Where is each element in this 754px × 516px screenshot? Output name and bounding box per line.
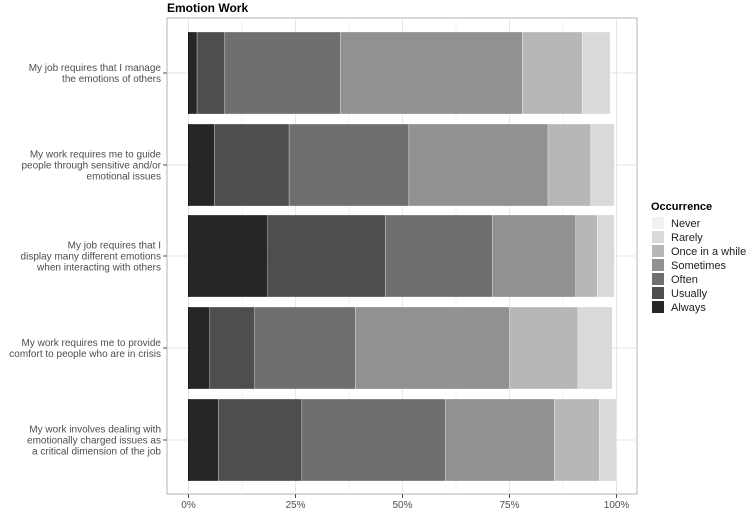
bar-segment-often (301, 398, 446, 482)
bar-segment-always (188, 31, 198, 115)
y-tick-label: emotional issues (87, 172, 161, 183)
x-tick-label: 50% (392, 500, 412, 511)
chart-title: Emotion Work (167, 1, 248, 15)
legend-key-sometimes (652, 259, 664, 271)
bar-segment-once-in-a-while (554, 398, 600, 482)
x-tick-label: 25% (285, 500, 305, 511)
bar-segment-usually (209, 306, 255, 390)
x-tick-label: 75% (499, 500, 519, 511)
bar-segment-rarely (590, 123, 615, 207)
bar-segment-rarely (577, 306, 613, 390)
legend-key-often (652, 273, 664, 285)
y-tick-label: a critical dimension of the job (32, 447, 161, 458)
bar-segment-often (288, 123, 410, 207)
y-tick-label: people through sensitive and/or (21, 161, 161, 172)
bar-segment-usually (214, 123, 290, 207)
bar-segment-rarely (599, 398, 617, 482)
bar-segment-always (188, 398, 219, 482)
legend-title: Occurrence (651, 201, 712, 213)
y-tick-label: emotionally charged issues as (27, 436, 161, 447)
bar-segment-rarely (597, 214, 615, 298)
legend-key-rarely (652, 231, 664, 243)
x-tick-label: 100% (604, 500, 630, 511)
y-tick-label: the emotions of others (62, 74, 161, 85)
bar-segment-sometimes (492, 214, 576, 298)
bar-segment-once-in-a-while (547, 123, 591, 207)
bar-segment-often (254, 306, 356, 390)
y-tick-label: My work requires me to guide (30, 150, 162, 161)
legend-label: Often (671, 274, 698, 286)
y-tick-label: My job requires that I (68, 241, 161, 252)
legend-key-once-in-a-while (652, 245, 664, 257)
y-tick-label: My job requires that I manage (29, 63, 162, 74)
bar-segment-sometimes (355, 306, 510, 390)
legend-label: Never (671, 218, 701, 230)
bar-segment-once-in-a-while (522, 31, 583, 115)
bar-segment-often (385, 214, 493, 298)
bar-segment-once-in-a-while (575, 214, 598, 298)
bar-segment-sometimes (340, 31, 523, 115)
legend-label: Always (671, 302, 706, 314)
bar-segment-always (188, 123, 215, 207)
bar-segment-sometimes (445, 398, 555, 482)
y-tick-label: comfort to people who are in crisis (9, 349, 161, 360)
bar-segment-once-in-a-while (509, 306, 579, 390)
bar-segment-usually (218, 398, 303, 482)
legend-key-usually (652, 287, 664, 299)
legend-label: Once in a while (671, 246, 746, 258)
bar-segment-rarely (582, 31, 611, 115)
bar-segment-often (224, 31, 341, 115)
legend-label: Rarely (671, 232, 703, 244)
legend: Occurrence Never Rarely Once in a while Som… (651, 201, 746, 314)
legend-label: Sometimes (671, 260, 727, 272)
legend-label: Usually (671, 288, 708, 300)
x-axis: 0% 25% 50% 75% 100% (181, 494, 629, 511)
y-tick-label: display many different emotions (21, 252, 161, 263)
bar-segment-usually (267, 214, 386, 298)
bar-segment-sometimes (408, 123, 549, 207)
bars (188, 31, 617, 482)
bar-segment-always (188, 306, 211, 390)
y-tick-label: when interacting with others (36, 263, 161, 274)
legend-key-never (652, 217, 664, 229)
legend-key-always (652, 301, 664, 313)
y-tick-label: My work involves dealing with (29, 425, 161, 436)
y-tick-label: My work requires me to provide (22, 338, 162, 349)
bar-segment-always (188, 214, 268, 298)
bar-segment-usually (196, 31, 226, 115)
x-tick-label: 0% (181, 500, 196, 511)
